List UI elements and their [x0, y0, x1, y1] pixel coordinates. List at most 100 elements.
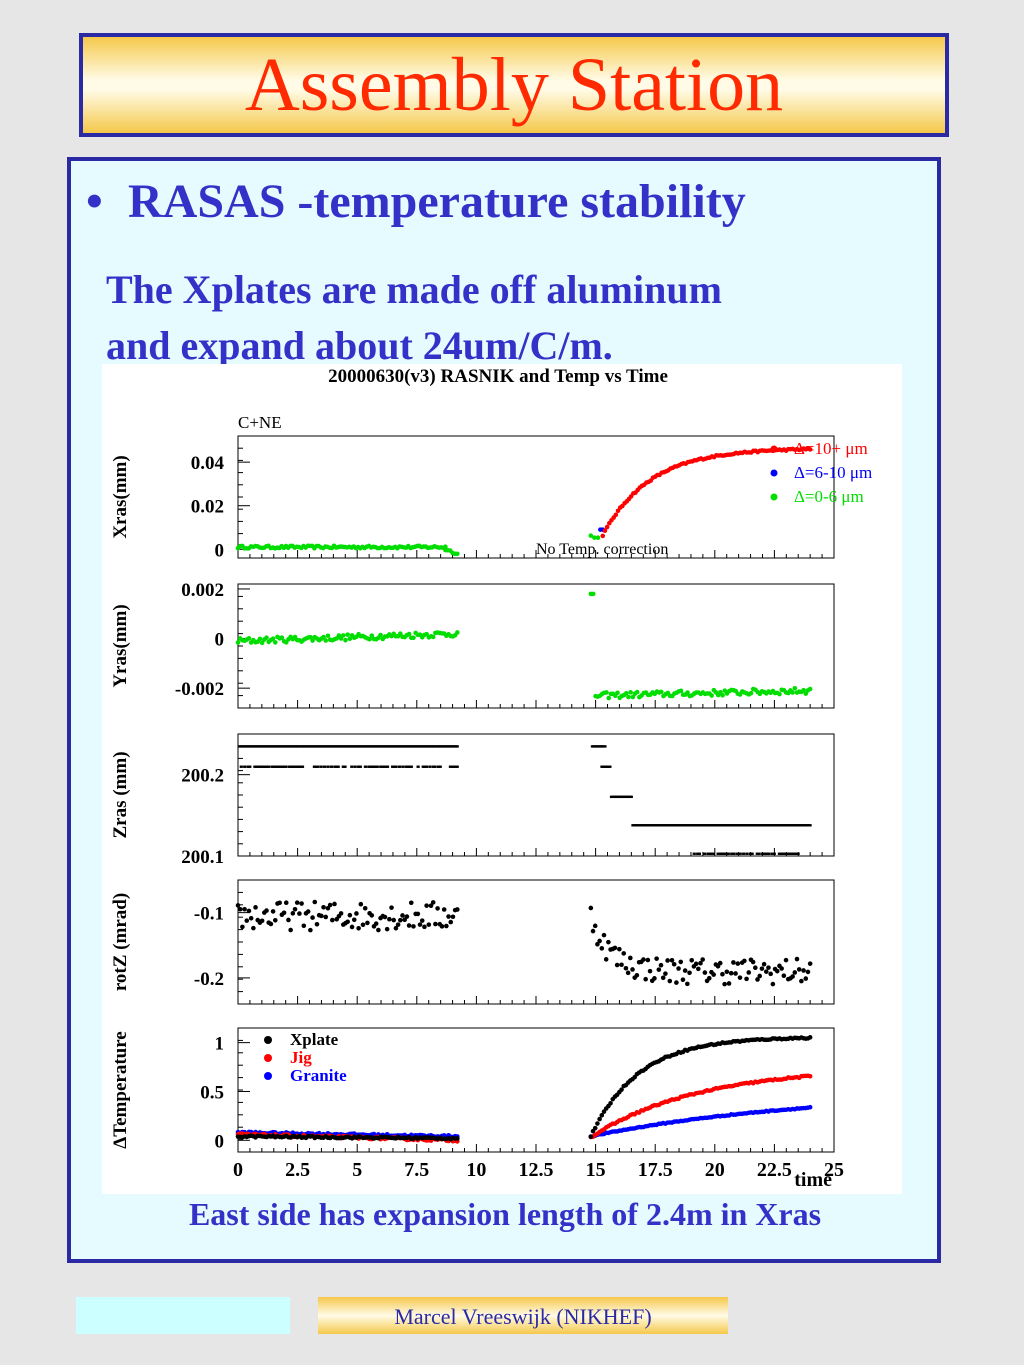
data-point	[248, 915, 254, 921]
y-axis-label: Zras (mm)	[110, 751, 131, 838]
data-point	[311, 745, 315, 748]
data-point	[423, 745, 427, 748]
data-point	[327, 902, 333, 908]
data-point	[728, 970, 734, 976]
data-point	[638, 824, 642, 827]
data-point	[656, 967, 662, 972]
data-point	[307, 745, 311, 748]
data-point	[722, 981, 727, 987]
data-point	[680, 824, 684, 827]
data-point	[796, 967, 802, 972]
data-point	[399, 745, 403, 748]
data-point	[801, 968, 806, 973]
legend-label: Granite	[290, 1066, 347, 1085]
data-point	[765, 852, 770, 855]
data-point	[720, 693, 725, 698]
data-point	[402, 917, 407, 923]
data-point	[272, 745, 276, 748]
bullet-item: • RASAS -temperature stability	[86, 176, 746, 228]
data-point	[667, 824, 671, 827]
data-point	[404, 745, 408, 748]
data-point	[601, 932, 607, 938]
data-point	[261, 765, 266, 768]
data-point	[731, 824, 736, 827]
data-point	[340, 633, 346, 638]
data-point	[602, 528, 608, 534]
data-point	[404, 765, 408, 768]
data-point	[253, 745, 257, 748]
data-point	[265, 765, 269, 768]
data-point	[341, 765, 345, 768]
data-point	[744, 976, 749, 982]
data-point	[300, 765, 305, 768]
paragraph-line-1: The Xplates are made off aluminum	[106, 267, 722, 312]
rasnik-chart: 20000630(v3) RASNIK and Temp vs Time 0 0.0…	[102, 364, 902, 1194]
data-point	[389, 745, 393, 748]
data-point	[310, 638, 315, 643]
y-tick-label: 0.04	[191, 453, 225, 474]
y-tick-label: 0.002	[181, 580, 224, 601]
data-point	[730, 824, 734, 827]
data-point	[634, 972, 640, 978]
data-point	[379, 765, 383, 768]
data-point	[391, 745, 395, 748]
data-point	[735, 852, 739, 855]
bottom-note: East side has expansion length of 2.4m i…	[188, 1196, 822, 1232]
data-point	[725, 824, 729, 827]
data-point	[408, 900, 414, 906]
data-point	[667, 978, 673, 984]
data-point	[385, 745, 390, 748]
data-point	[263, 765, 267, 768]
data-point	[384, 745, 388, 748]
data-point	[711, 852, 715, 855]
data-point	[297, 745, 301, 748]
data-point	[334, 745, 339, 748]
data-point	[641, 824, 645, 827]
data-point	[650, 824, 654, 827]
bullet-dot: •	[86, 175, 103, 228]
data-point	[430, 634, 436, 640]
data-point	[368, 745, 373, 748]
data-point	[728, 824, 732, 827]
data-point	[760, 852, 764, 855]
data-point	[283, 765, 288, 768]
data-point	[259, 640, 265, 646]
data-point	[630, 694, 636, 700]
data-point	[796, 852, 800, 855]
data-point	[445, 745, 449, 748]
data-point	[241, 745, 245, 748]
data-point	[368, 765, 373, 768]
data-point	[369, 913, 375, 918]
data-point	[687, 824, 691, 827]
data-point	[380, 745, 385, 748]
data-point	[275, 745, 279, 748]
data-point	[290, 745, 294, 748]
data-point	[608, 1100, 613, 1106]
data-point	[807, 961, 813, 966]
data-point	[685, 981, 690, 987]
data-point	[697, 852, 701, 855]
data-point	[365, 920, 370, 926]
data-point	[755, 852, 759, 855]
data-point	[316, 765, 320, 768]
data-point	[730, 852, 734, 855]
y-axis-label: Xras(mm)	[110, 455, 131, 538]
data-point	[726, 824, 730, 827]
data-point	[363, 765, 368, 768]
bullet-text: RASAS -temperature stability	[128, 175, 746, 228]
data-point	[706, 824, 710, 827]
data-point	[260, 765, 264, 768]
data-point	[770, 852, 775, 855]
data-point	[350, 745, 354, 748]
data-point	[682, 968, 688, 973]
data-point	[238, 745, 242, 748]
data-point	[791, 824, 795, 827]
y-tick-label: 0	[215, 630, 225, 651]
data-point	[397, 745, 402, 748]
data-point	[750, 824, 754, 827]
data-point	[702, 970, 708, 975]
data-point	[753, 965, 758, 971]
data-point	[450, 745, 454, 748]
data-point	[440, 745, 444, 748]
data-point	[643, 824, 647, 827]
